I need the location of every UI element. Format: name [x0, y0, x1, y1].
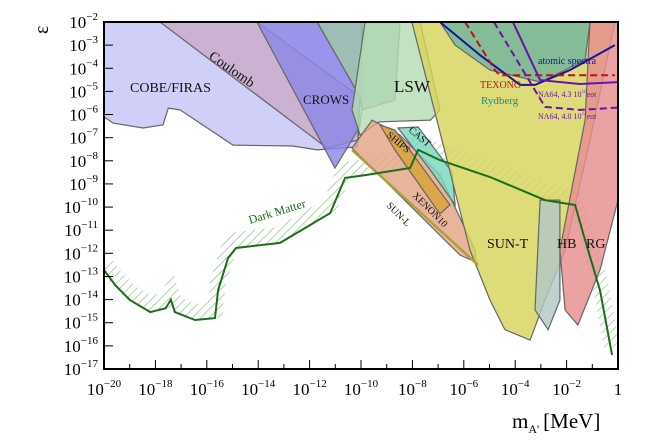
line-dark-matter	[104, 148, 614, 356]
y-tick-label: 10−5	[69, 80, 98, 101]
label-na64-a: NA64, 4.3 1010eot	[538, 90, 597, 99]
y-tick-label: 10−6	[69, 104, 98, 125]
label-hb: HB	[557, 237, 576, 252]
x-tick-label: 10−14	[241, 378, 276, 399]
label-sun-l: SUN-L	[384, 200, 413, 229]
line-na64-4-3-10-10-eot	[511, 22, 618, 86]
y-tick-label: 10−15	[64, 312, 99, 333]
label-texono: TEXONO	[480, 80, 521, 91]
label-na64-b: NA64, 4.0 1012eot	[538, 112, 597, 121]
label-rg: RG	[586, 237, 605, 252]
y-tick-label: 10−17	[64, 358, 99, 379]
y-tick-label: 10−7	[69, 127, 98, 148]
region-cast	[396, 126, 456, 207]
line-atomic-spectra	[439, 22, 616, 86]
y-tick-label: 10−11	[64, 219, 98, 240]
line-na64-4-0-10-12-eot	[493, 22, 618, 111]
label-sun-t: SUN-T	[487, 237, 529, 252]
region-rg	[559, 22, 618, 327]
x-tick-label: 10−10	[344, 378, 379, 399]
y-tick-label: 10−16	[64, 335, 99, 356]
y-tick-label: 10−13	[64, 265, 99, 286]
y-tick-label: 10−3	[69, 34, 98, 55]
x-tick-label: 10−12	[292, 378, 326, 399]
x-tick-label: 10−18	[138, 378, 173, 399]
y-tick-label: 10−2	[69, 11, 98, 32]
x-tick-label: 10−20	[87, 378, 122, 399]
y-tick-label: 10−8	[69, 150, 98, 171]
label-atomic-spectra: atomic spectra	[538, 56, 597, 67]
region-hb	[534, 199, 561, 331]
line-texono	[464, 22, 615, 77]
label-cobe-firas: COBE/FIRAS	[130, 81, 211, 96]
y-tick-label: 10−9	[69, 173, 98, 194]
label-lsw: LSW	[394, 77, 431, 96]
x-tick-label: 10−4	[501, 378, 530, 399]
x-axis-label: mA' [MeV]	[512, 409, 600, 436]
region-ships	[378, 123, 451, 215]
y-tick-label: 10−4	[69, 57, 98, 78]
plot-frame	[103, 21, 619, 370]
region-xenon10	[351, 119, 477, 264]
y-axis-label: ε	[31, 26, 53, 34]
y-tick-label: 10−12	[64, 242, 98, 263]
x-tick-label: 10−2	[552, 378, 581, 399]
x-tick-label: 10−8	[398, 378, 427, 399]
x-tick-label: 1	[614, 380, 623, 399]
label-crows: CROWS	[303, 92, 349, 107]
line-sun-l	[351, 148, 479, 266]
label-rydberg: Rydberg	[481, 95, 519, 107]
y-tick-label: 10−14	[64, 289, 99, 310]
y-tick-label: 10−10	[64, 196, 99, 217]
x-tick-label: 10−16	[190, 378, 225, 399]
x-tick-label: 10−6	[449, 378, 478, 399]
